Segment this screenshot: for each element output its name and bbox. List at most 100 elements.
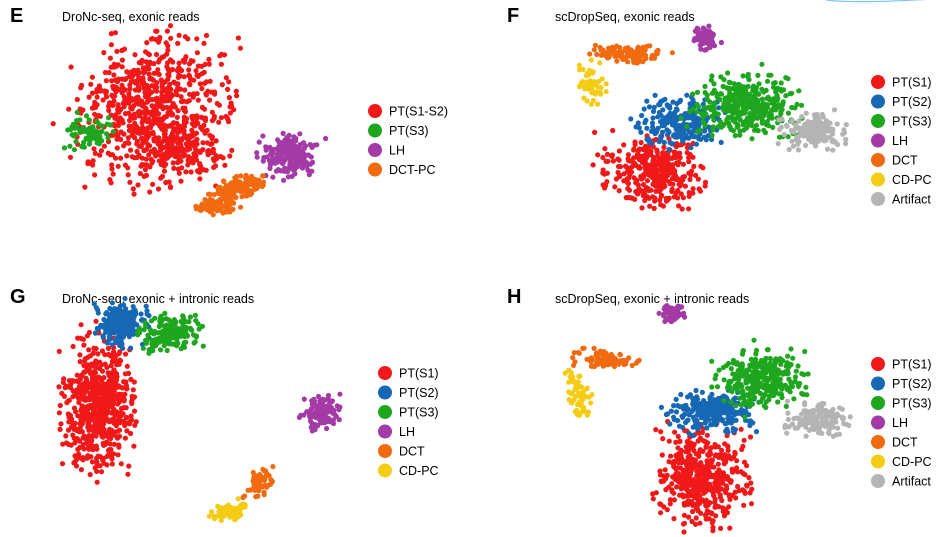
point-pt-s1 (695, 438, 701, 444)
panel-letter-g: G (10, 286, 26, 308)
point-pt-s1 (701, 490, 707, 496)
point-pt-s2 (650, 124, 656, 130)
point-pt-s1 (70, 432, 76, 438)
panel-h: H scDropSeq, exonic + intronic reads PT(… (507, 286, 932, 535)
point-pt-s1 (99, 375, 106, 381)
point-pt-s1 (717, 452, 723, 458)
point-pt-s1 (94, 455, 100, 461)
point-pt-s1-s2 (162, 125, 168, 131)
point-pt-s3 (148, 318, 155, 324)
point-pt-s2 (639, 112, 645, 119)
point-pt-s3 (736, 102, 742, 108)
point-pt-s3 (721, 398, 727, 404)
point-pt-s1-s2 (171, 103, 177, 109)
point-pt-s1 (81, 407, 87, 413)
point-pt-s1-s2 (146, 132, 152, 138)
point-pt-s1-s2 (111, 64, 117, 70)
point-pt-s3 (725, 105, 731, 112)
point-pt-s1 (700, 165, 706, 171)
point-pt-s1-s2 (162, 79, 168, 85)
point-pt-s1 (57, 402, 63, 409)
point-pt-s2 (119, 312, 125, 318)
point-pt-s1-s2 (161, 158, 167, 164)
point-pt-s2 (123, 313, 129, 320)
point-pt-s3 (703, 111, 709, 117)
point-lh (703, 46, 710, 53)
legend-swatch-pt-s2 (871, 94, 885, 109)
point-pt-s1-s2 (222, 162, 228, 168)
point-pt-s1 (677, 155, 683, 161)
point-pt-s3 (158, 347, 164, 353)
point-pt-s1 (97, 463, 103, 469)
point-lh (309, 168, 315, 174)
point-pt-s1 (604, 151, 611, 157)
point-pt-s3 (71, 147, 77, 153)
point-pt-s1 (79, 396, 85, 402)
point-pt-s2 (667, 421, 673, 427)
point-pt-s1-s2 (142, 147, 148, 153)
point-pt-s1-s2 (82, 184, 88, 190)
point-pt-s1 (738, 469, 744, 475)
point-pt-s1 (679, 460, 685, 466)
point-pt-s1-s2 (209, 141, 215, 147)
point-pt-s1 (678, 191, 684, 197)
point-pt-s2 (128, 345, 134, 351)
point-artifact (803, 142, 809, 148)
point-pt-s3 (753, 347, 760, 353)
legend-swatch-pt-s3 (378, 405, 392, 419)
point-pt-s3 (749, 136, 755, 142)
point-pt-s1 (78, 322, 84, 328)
point-pt-s1 (706, 516, 712, 522)
point-pt-s3 (787, 389, 793, 395)
point-dct (256, 488, 262, 494)
point-pt-s2 (92, 330, 98, 336)
point-pt-s1 (706, 487, 713, 493)
point-pt-s1 (109, 404, 115, 410)
point-pt-s1-s2 (226, 79, 232, 85)
point-pt-s1-s2 (155, 67, 161, 73)
point-pt-s3 (754, 115, 761, 121)
point-lh (711, 43, 718, 49)
point-pt-s3 (732, 376, 738, 382)
point-lh (706, 39, 713, 45)
point-pt-s1-s2 (143, 105, 149, 111)
point-pt-s1 (100, 391, 106, 397)
point-pt-s1 (94, 459, 100, 465)
point-pt-s1-s2 (200, 147, 206, 153)
point-pt-s1 (738, 426, 744, 432)
point-pt-s1 (667, 497, 674, 503)
point-pt-s1-s2 (191, 77, 197, 83)
point-pt-s1 (121, 379, 127, 385)
panel-letter-h: H (507, 286, 521, 308)
point-artifact (777, 126, 783, 133)
point-pt-s1-s2 (218, 61, 224, 67)
point-pt-s3 (694, 89, 701, 95)
point-pt-s1 (669, 155, 675, 161)
point-pt-s1 (712, 442, 718, 448)
point-pt-s2 (680, 138, 686, 144)
point-pt-s3 (156, 335, 162, 342)
point-pt-s1-s2 (176, 72, 182, 78)
point-pt-s1 (740, 443, 746, 449)
point-pt-s2 (674, 106, 680, 112)
point-pt-s1 (653, 427, 659, 433)
point-pt-s1-s2 (101, 143, 107, 149)
point-lh (301, 145, 307, 151)
point-pt-s1-s2 (194, 91, 200, 97)
point-pt-s1-s2 (211, 164, 217, 170)
point-pt-s1 (90, 410, 96, 416)
point-pt-s1-s2 (128, 123, 134, 130)
point-pt-s1 (111, 441, 117, 447)
point-pt-s2 (129, 327, 135, 333)
point-pt-s1 (112, 384, 118, 390)
point-pt-s3 (186, 319, 192, 325)
point-pt-s1-s2 (181, 131, 187, 137)
point-pt-s1-s2 (132, 120, 138, 126)
point-dct (250, 469, 256, 476)
point-pt-s3 (734, 381, 740, 387)
point-pt-s2 (652, 131, 658, 137)
point-pt-s1-s2 (86, 94, 92, 100)
point-pt-s1-s2 (119, 76, 125, 82)
point-pt-s1-s2 (157, 103, 163, 109)
